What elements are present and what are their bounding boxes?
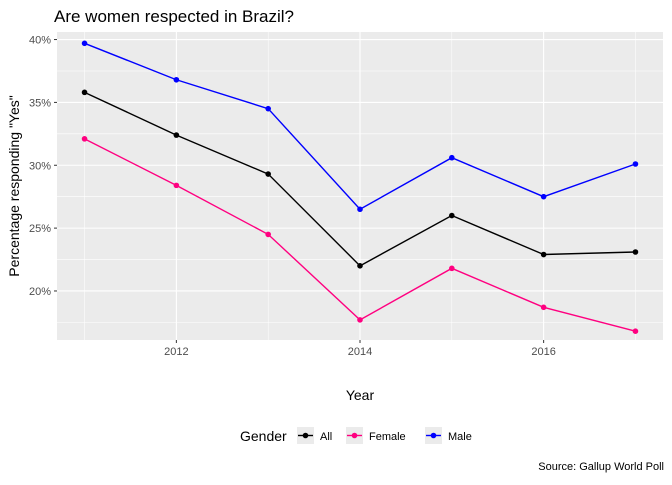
legend: Gender All Female Male (240, 427, 472, 444)
x-axis: 2012 2014 2016 (164, 340, 556, 358)
data-point-male (81, 40, 88, 47)
legend-key-point-all (302, 432, 309, 439)
data-point-all (173, 132, 180, 138)
y-tick-label: 25% (29, 223, 51, 235)
data-point-female (265, 231, 271, 238)
data-point-female (81, 136, 88, 142)
caption: Source: Gallup World Poll (538, 461, 664, 473)
data-point-female (632, 328, 639, 335)
data-point-all (81, 89, 88, 96)
data-point-all (632, 249, 639, 255)
data-point-male (632, 161, 639, 167)
legend-label-all: All (320, 431, 332, 443)
grid-major (57, 32, 663, 340)
y-tick-label: 40% (29, 35, 51, 47)
data-point-female (449, 265, 455, 272)
data-point-male (540, 193, 547, 200)
x-tick-label: 2016 (531, 346, 555, 358)
data-point-female (173, 182, 180, 189)
legend-title: Gender (240, 428, 287, 444)
legend-key-point-male (430, 432, 437, 439)
data-point-male (173, 76, 180, 83)
data-point-male (357, 206, 363, 213)
data-point-male (449, 154, 455, 161)
data-point-all (540, 251, 547, 258)
legend-key-point-female (351, 432, 358, 439)
y-tick-label: 35% (29, 97, 51, 109)
data-point-male (265, 105, 271, 112)
legend-label-female: Female (369, 431, 406, 443)
x-tick-label: 2012 (164, 346, 188, 358)
series-layer (81, 40, 639, 335)
data-point-female (540, 304, 547, 311)
y-tick-label: 20% (29, 286, 51, 298)
chart-title: Are women respected in Brazil? (54, 7, 294, 26)
y-axis-label: Percentage responding "Yes" (6, 95, 22, 276)
data-point-all (357, 263, 363, 269)
y-tick-label: 30% (29, 160, 51, 172)
data-point-all (449, 212, 455, 219)
x-axis-label: Year (346, 387, 375, 403)
y-axis: 20% 25% 30% 35% 40% (29, 35, 57, 298)
x-tick-label: 2014 (348, 346, 372, 358)
data-point-all (265, 171, 271, 177)
data-point-female (357, 317, 363, 323)
legend-label-male: Male (448, 431, 472, 443)
